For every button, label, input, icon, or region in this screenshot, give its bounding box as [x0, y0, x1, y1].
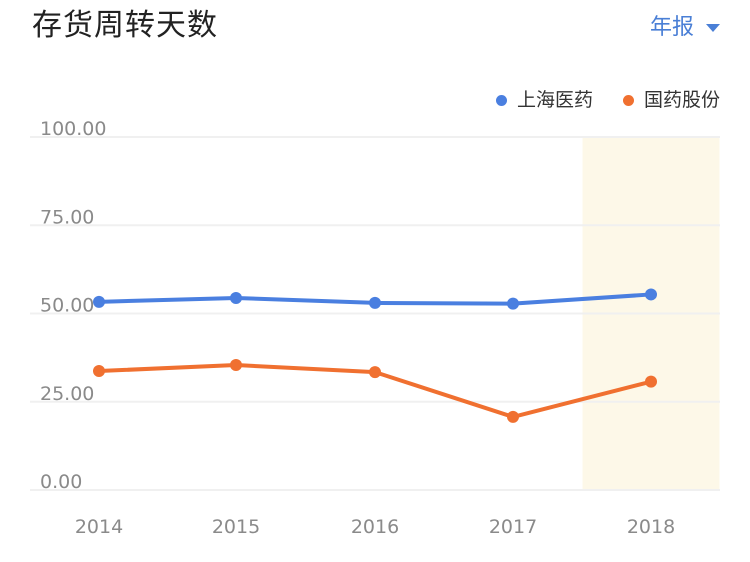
data-point-marker[interactable] — [230, 291, 242, 304]
data-point-marker[interactable] — [507, 410, 519, 423]
legend-label: 国药股份 — [643, 89, 720, 111]
caret-down-icon — [706, 24, 720, 32]
data-point-marker[interactable] — [93, 295, 105, 308]
data-point-marker[interactable] — [645, 288, 657, 301]
data-point-marker[interactable] — [93, 365, 105, 378]
period-selector-label: 年报 — [649, 15, 694, 40]
data-point-marker[interactable] — [507, 297, 519, 310]
data-point-marker[interactable] — [369, 366, 381, 379]
chart-legend: 上海医药 国药股份 — [495, 86, 720, 114]
x-tick-label: 2016 — [351, 516, 399, 538]
y-tick-label: 100.00 — [40, 118, 106, 140]
y-tick-label: 50.00 — [40, 295, 94, 317]
data-point-marker[interactable] — [369, 296, 381, 309]
legend-label: 上海医药 — [516, 89, 593, 111]
x-axis-labels: 2014 2015 2016 2017 2018 — [75, 516, 675, 538]
y-axis-labels: 0.00 25.00 50.00 75.00 100.00 — [40, 118, 106, 493]
grid-lines — [30, 136, 720, 491]
y-tick-label: 0.00 — [40, 471, 82, 493]
x-tick-label: 2017 — [489, 516, 537, 538]
legend-item-series-1[interactable]: 上海医药 — [495, 86, 593, 114]
y-tick-label: 25.00 — [40, 383, 94, 405]
x-tick-label: 2015 — [212, 516, 260, 538]
x-tick-label: 2018 — [627, 516, 675, 538]
legend-dot-icon — [622, 94, 634, 106]
chart-title: 存货周转天数 — [32, 8, 218, 43]
data-point-marker[interactable] — [230, 359, 242, 372]
y-tick-label: 75.00 — [40, 206, 94, 228]
legend-item-series-2[interactable]: 国药股份 — [622, 86, 720, 114]
legend-dot-icon — [495, 94, 507, 106]
period-selector-dropdown[interactable]: 年报 — [650, 12, 720, 44]
data-point-marker[interactable] — [645, 375, 657, 388]
x-tick-label: 2014 — [75, 516, 123, 538]
data-series[interactable] — [93, 288, 657, 423]
